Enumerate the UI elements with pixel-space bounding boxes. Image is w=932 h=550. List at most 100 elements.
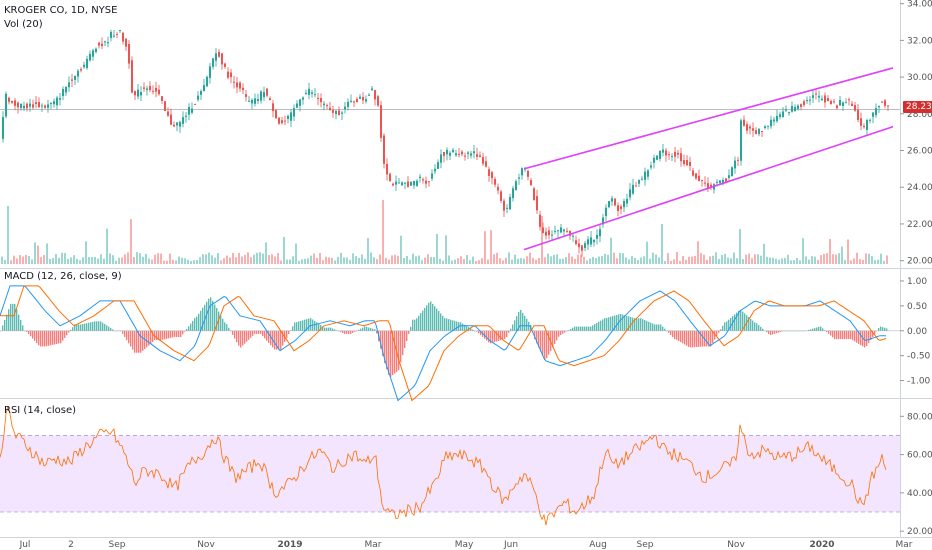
volume-bar [727,257,729,264]
macd-histogram-bar [464,324,466,331]
macd-histogram-bar [48,330,50,346]
candle-body [401,182,403,186]
macd-histogram-bar [212,300,214,331]
macd-histogram-bar [62,330,64,341]
volume-bar [679,260,681,264]
candle-body [653,157,655,163]
macd-histogram-bar [600,320,602,331]
macd-histogram-bar [854,330,856,342]
candle-body [236,82,238,88]
macd-histogram-bar [264,330,266,339]
macd-histogram-bar [398,330,400,371]
macd-histogram-bar [112,329,114,331]
time-tick-label: 2 [68,540,74,550]
price-tick-label: 26.00 [907,147,932,157]
macd-histogram-bar [848,330,850,340]
macd-histogram-bar [676,330,678,340]
macd-histogram-bar [148,330,150,346]
volume-bar [559,258,561,264]
volume-bar [658,257,660,264]
macd-histogram-bar [262,330,264,337]
macd-histogram-bar [302,320,304,331]
macd-histogram-bar [384,330,386,364]
macd-histogram-bar [508,330,510,333]
candle-body [548,230,550,236]
macd-histogram-bar [654,324,656,331]
volume-bar [484,231,486,264]
macd-histogram-bar [596,322,598,331]
macd-histogram-bar [392,330,394,376]
macd-histogram-bar [84,323,86,331]
candle-body [884,100,886,106]
volume-bar [283,236,285,264]
volume-bar [724,253,726,264]
time-tick-label: May [455,540,474,550]
candle-body [215,53,217,61]
candle-body [521,168,523,176]
candle-body [242,87,244,91]
macd-histogram-bar [602,319,604,331]
macd-histogram-bar [820,326,822,331]
time-tick-label: Jul [19,540,31,550]
macd-histogram-bar [778,330,780,333]
macd-histogram-bar [522,312,524,331]
volume-bar [499,258,501,264]
macd-histogram-bar [670,330,672,335]
macd-histogram-bar [164,330,166,340]
candle-body [110,31,112,38]
volume-bar [205,254,207,264]
macd-histogram-bar [434,306,436,331]
candle-body [338,110,340,115]
volume-bar [208,252,210,264]
candle-body [599,229,601,237]
candle-body [128,43,130,64]
candle-body [563,229,565,232]
candle-body [272,103,274,112]
candle-body [221,53,223,65]
macd-histogram-bar [436,308,438,331]
macd-histogram-bar [408,330,410,334]
candle-body [419,176,421,179]
macd-histogram-bar [832,330,834,338]
candle-body [230,72,232,78]
macd-histogram-bar [192,320,194,331]
candle-body [797,105,799,109]
candle-body [584,243,586,248]
macd-histogram-bar [354,330,356,332]
macd-histogram-bar [142,330,144,351]
macd-histogram-bar [448,319,450,331]
macd-histogram-bar [374,329,376,331]
volume-bar [544,257,546,264]
candle-body [872,112,874,117]
candle-body [710,184,712,189]
candle-body [683,160,685,165]
macd-histogram-bar [756,323,758,331]
channel-lower-line [523,125,894,251]
candle-body [446,149,448,155]
macd-histogram-bar [144,330,146,350]
volume-bar [676,252,678,264]
macd-histogram-bar [564,330,566,333]
candle-body [89,53,91,61]
candle-body [461,151,463,155]
volume-bar [148,258,150,264]
volume-bar [304,258,306,264]
candle-body [320,98,322,103]
volume-bar [520,258,522,264]
macd-histogram-bar [340,330,342,333]
volume-bar [136,252,138,264]
volume-bar [619,252,621,264]
candle-body [65,86,67,93]
macd-histogram-bar [258,330,260,334]
candle-body [62,88,64,97]
volume-bar [793,260,795,264]
macd-histogram-bar [490,330,492,344]
volume-bar [841,246,843,264]
volume-bar [106,228,108,264]
macd-histogram-bar [76,324,78,331]
volume-bar [805,256,807,264]
macd-histogram-bar [844,330,846,340]
candle-body [368,94,370,96]
volume-bar [526,256,528,264]
